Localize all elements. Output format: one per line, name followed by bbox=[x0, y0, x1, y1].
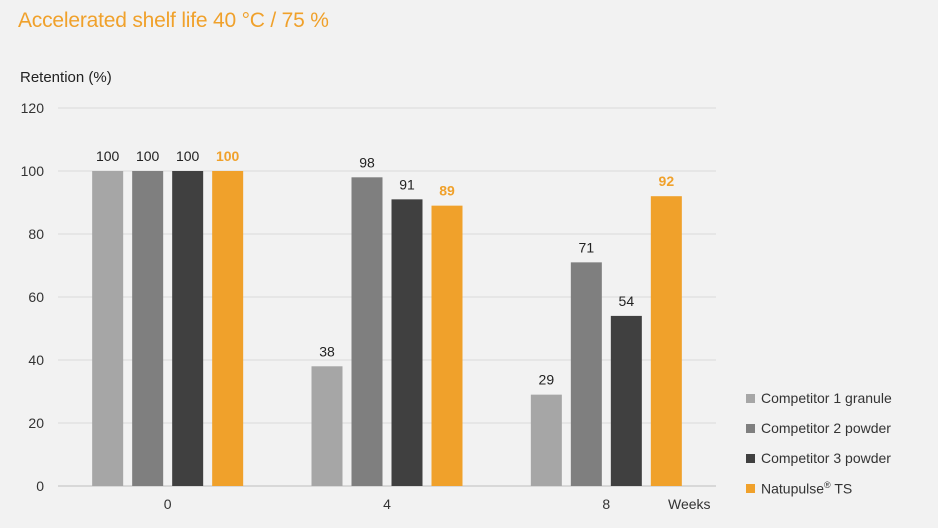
y-tick-label: 40 bbox=[28, 352, 44, 368]
y-tick-label: 100 bbox=[21, 163, 45, 179]
legend-item-competitor-3: Competitor 3 powder bbox=[746, 443, 892, 473]
legend-swatch bbox=[746, 393, 755, 403]
bar bbox=[610, 315, 642, 486]
y-axis-label: Retention (%) bbox=[20, 69, 112, 86]
bar bbox=[132, 171, 164, 486]
data-label: 100 bbox=[176, 148, 200, 164]
data-label: 100 bbox=[216, 148, 240, 164]
x-axis-label: Weeks bbox=[668, 496, 711, 512]
bar bbox=[212, 171, 244, 486]
legend-swatch bbox=[746, 423, 755, 433]
legend-swatch bbox=[746, 453, 755, 463]
legend-swatch bbox=[746, 483, 755, 493]
bar bbox=[172, 171, 204, 486]
x-tick-label: 4 bbox=[383, 496, 391, 512]
legend-item-competitor-2: Competitor 2 powder bbox=[746, 413, 892, 443]
x-tick-label: 8 bbox=[602, 496, 610, 512]
legend-label: Competitor 3 powder bbox=[761, 450, 891, 466]
legend-label: Natupulse® TS bbox=[761, 479, 853, 497]
data-label: 98 bbox=[359, 154, 375, 170]
legend-item-natupulse: Natupulse® TS bbox=[746, 473, 892, 503]
x-tick-label: 0 bbox=[164, 496, 172, 512]
bar bbox=[92, 171, 124, 486]
bar bbox=[351, 177, 383, 487]
data-label: 89 bbox=[439, 183, 455, 199]
bar bbox=[650, 196, 682, 486]
bar bbox=[570, 262, 602, 486]
bar bbox=[431, 205, 463, 486]
data-label: 100 bbox=[136, 148, 160, 164]
bar bbox=[311, 366, 343, 486]
bar bbox=[530, 394, 562, 486]
data-label: 29 bbox=[539, 372, 555, 388]
chart-title: Accelerated shelf life 40 °C / 75 % bbox=[18, 9, 329, 32]
data-label: 38 bbox=[319, 343, 335, 359]
legend-label: Competitor 2 powder bbox=[761, 420, 891, 436]
y-tick-label: 120 bbox=[21, 100, 45, 116]
bar bbox=[391, 199, 423, 486]
legend-item-competitor-1: Competitor 1 granule bbox=[746, 383, 892, 413]
data-label: 100 bbox=[96, 148, 120, 164]
y-tick-label: 60 bbox=[28, 289, 44, 305]
legend-label: Competitor 1 granule bbox=[761, 390, 892, 406]
data-label: 91 bbox=[399, 176, 415, 192]
legend: Competitor 1 granule Competitor 2 powder… bbox=[746, 383, 892, 503]
y-tick-label: 0 bbox=[36, 478, 44, 494]
data-label: 54 bbox=[619, 293, 635, 309]
data-label: 92 bbox=[659, 173, 675, 189]
y-tick-label: 20 bbox=[28, 415, 44, 431]
data-label: 71 bbox=[579, 239, 595, 255]
y-tick-label: 80 bbox=[28, 226, 44, 242]
